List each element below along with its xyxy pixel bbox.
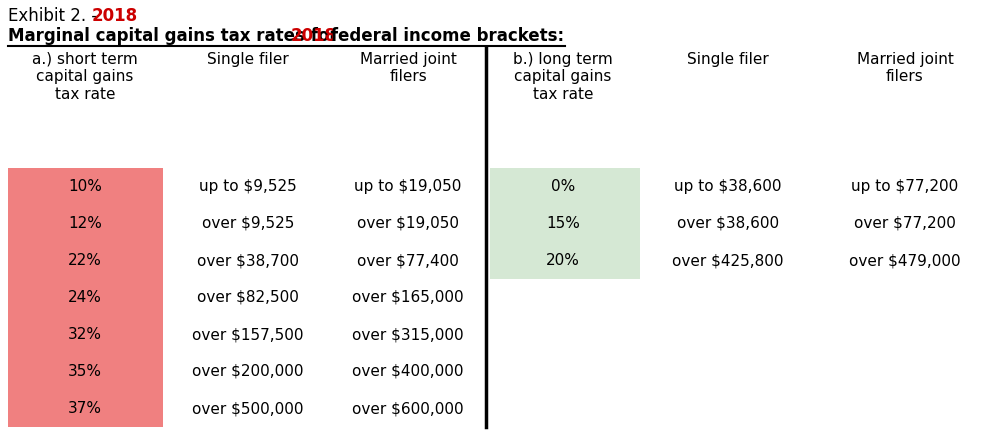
Text: 32%: 32%	[68, 327, 102, 342]
Text: over $77,400: over $77,400	[357, 253, 459, 268]
Text: Marginal capital gains tax rates for: Marginal capital gains tax rates for	[8, 27, 343, 45]
Text: over $38,600: over $38,600	[677, 216, 779, 231]
Text: Married joint
filers: Married joint filers	[360, 52, 456, 84]
Text: up to $77,200: up to $77,200	[851, 179, 959, 194]
Text: 22%: 22%	[68, 253, 102, 268]
Text: over $600,000: over $600,000	[352, 401, 464, 416]
Text: Exhibit 2. -: Exhibit 2. -	[8, 7, 103, 25]
Text: 35%: 35%	[68, 364, 102, 379]
Text: 24%: 24%	[68, 290, 102, 305]
Text: up to $38,600: up to $38,600	[674, 179, 782, 194]
Bar	[490, 168, 640, 279]
Text: 37%: 37%	[68, 401, 102, 416]
Text: over $157,500: over $157,500	[192, 327, 304, 342]
Text: over $315,000: over $315,000	[352, 327, 464, 342]
Text: over $479,000: over $479,000	[849, 253, 961, 268]
Text: b.) long term
capital gains
tax rate: b.) long term capital gains tax rate	[513, 52, 613, 102]
Text: 20%: 20%	[546, 253, 580, 268]
Text: federal income brackets:: federal income brackets:	[325, 27, 564, 45]
Text: 2018: 2018	[92, 7, 138, 25]
Text: Single filer: Single filer	[687, 52, 769, 67]
Text: over $9,525: over $9,525	[202, 216, 294, 231]
Text: over $19,050: over $19,050	[357, 216, 459, 231]
Bar	[8, 168, 163, 427]
Text: 10%: 10%	[68, 179, 102, 194]
Text: over $425,800: over $425,800	[672, 253, 784, 268]
Text: up to $19,050: up to $19,050	[354, 179, 462, 194]
Text: over $38,700: over $38,700	[197, 253, 299, 268]
Text: over $165,000: over $165,000	[352, 290, 464, 305]
Text: 0%: 0%	[551, 179, 575, 194]
Text: over $82,500: over $82,500	[197, 290, 299, 305]
Text: a.) short term
capital gains
tax rate: a.) short term capital gains tax rate	[32, 52, 138, 102]
Text: 12%: 12%	[68, 216, 102, 231]
Text: Married joint
filers: Married joint filers	[857, 52, 953, 84]
Text: over $200,000: over $200,000	[192, 364, 304, 379]
Text: Single filer: Single filer	[207, 52, 289, 67]
Text: 2018: 2018	[291, 27, 337, 45]
Text: over $77,200: over $77,200	[854, 216, 956, 231]
Text: over $500,000: over $500,000	[192, 401, 304, 416]
Text: up to $9,525: up to $9,525	[199, 179, 297, 194]
Text: over $400,000: over $400,000	[352, 364, 464, 379]
Text: 15%: 15%	[546, 216, 580, 231]
